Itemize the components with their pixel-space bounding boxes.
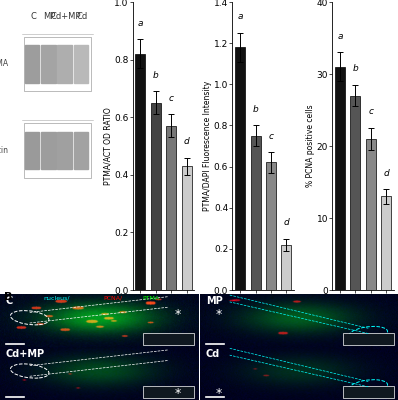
Bar: [350, 96, 361, 290]
Text: *: *: [174, 308, 181, 321]
Y-axis label: % PCNA positive cells: % PCNA positive cells: [306, 105, 315, 187]
Bar: [57, 132, 72, 169]
Bar: [135, 54, 145, 290]
Text: PCNA/: PCNA/: [103, 296, 122, 300]
Bar: [24, 36, 91, 91]
Text: Cd: Cd: [76, 12, 88, 21]
Bar: [335, 67, 345, 290]
Bar: [166, 126, 176, 290]
Text: a: a: [337, 32, 343, 41]
Text: Cd+MP: Cd+MP: [51, 12, 81, 21]
Text: β-Actin: β-Actin: [0, 146, 8, 155]
Bar: [181, 166, 191, 290]
Text: C: C: [30, 12, 36, 21]
Bar: [281, 245, 291, 290]
Text: C: C: [6, 296, 13, 306]
Text: MP: MP: [206, 296, 222, 306]
Y-axis label: PTMA/ACT OD RATIO: PTMA/ACT OD RATIO: [104, 107, 113, 185]
Text: c: c: [269, 132, 273, 141]
Text: PTMA: PTMA: [142, 296, 160, 300]
Text: d: d: [283, 218, 289, 227]
Text: MP: MP: [43, 12, 55, 21]
Bar: [266, 162, 276, 290]
Text: d: d: [184, 137, 189, 146]
Text: d: d: [383, 169, 389, 178]
Text: A: A: [121, 0, 130, 1]
Bar: [142, 333, 194, 345]
Text: a: a: [138, 19, 143, 28]
Bar: [251, 136, 261, 290]
Bar: [366, 139, 376, 290]
Text: Cd+MP: Cd+MP: [6, 349, 45, 359]
Text: *: *: [216, 308, 222, 321]
Text: PTMA: PTMA: [0, 60, 8, 68]
Bar: [381, 196, 391, 290]
Bar: [343, 386, 394, 398]
Bar: [343, 333, 394, 345]
Bar: [142, 386, 194, 398]
Y-axis label: PTMA/DAPI Fluorescence Intensity: PTMA/DAPI Fluorescence Intensity: [203, 81, 213, 211]
Text: B: B: [4, 292, 12, 302]
Bar: [24, 123, 91, 178]
Bar: [74, 45, 88, 83]
Bar: [57, 45, 72, 83]
Text: nucleus/: nucleus/: [43, 296, 70, 300]
Bar: [25, 45, 39, 83]
Text: c: c: [368, 108, 373, 116]
Text: b: b: [253, 105, 258, 114]
Bar: [74, 132, 88, 169]
Bar: [41, 45, 56, 83]
Text: C: C: [221, 0, 229, 1]
Bar: [151, 103, 161, 290]
Bar: [25, 132, 39, 169]
Text: b: b: [353, 64, 358, 73]
Text: b: b: [153, 71, 159, 80]
Text: *: *: [216, 387, 222, 400]
Text: *: *: [174, 387, 181, 400]
Text: Cd: Cd: [206, 349, 220, 359]
Text: c: c: [169, 94, 174, 103]
Text: a: a: [238, 12, 243, 21]
Text: D: D: [321, 0, 330, 1]
Bar: [235, 47, 245, 290]
Bar: [41, 132, 56, 169]
